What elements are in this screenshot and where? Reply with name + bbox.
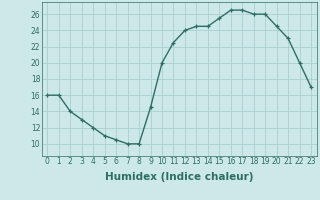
X-axis label: Humidex (Indice chaleur): Humidex (Indice chaleur) — [105, 172, 253, 182]
